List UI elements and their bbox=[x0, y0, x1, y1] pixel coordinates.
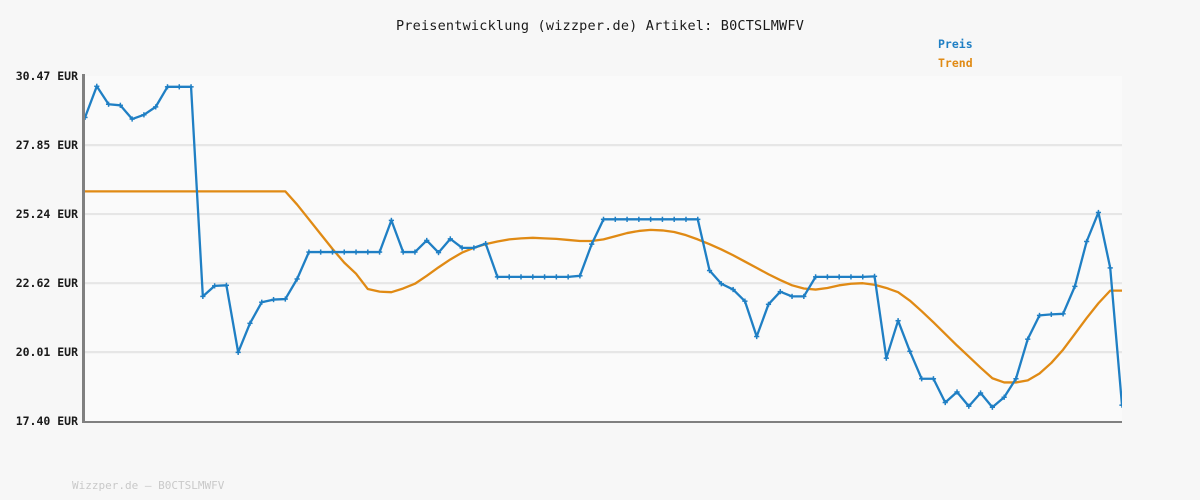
gridlines bbox=[85, 144, 1122, 354]
series-line bbox=[85, 190, 1122, 384]
y-tick-label: 20.01 EUR bbox=[15, 345, 78, 360]
y-tick-label: 25.24 EUR bbox=[15, 207, 78, 222]
chart-legend: Preis Trend bbox=[938, 38, 973, 70]
y-axis-tick-labels: 30.47 EUR 27.85 EUR 25.24 EUR 22.62 EUR 20.0… bbox=[0, 0, 78, 500]
y-tick-label: 27.85 EUR bbox=[15, 138, 78, 153]
legend-item-preis[interactable]: Preis bbox=[938, 37, 973, 51]
data-point-markers bbox=[85, 83, 1122, 410]
plot-area bbox=[85, 76, 1122, 421]
chart-svg bbox=[85, 83, 1122, 410]
page-title: Preisentwicklung (wizzper.de) Artikel: B… bbox=[395, 18, 805, 34]
legend-item-trend[interactable]: Trend bbox=[938, 56, 973, 70]
y-tick-label: 22.62 EUR bbox=[15, 276, 78, 291]
x-axis-line bbox=[82, 420, 1122, 423]
y-tick-label: 30.47 EUR bbox=[15, 69, 78, 83]
series-trend bbox=[85, 190, 1122, 384]
y-axis-line bbox=[82, 74, 85, 423]
series-line bbox=[85, 85, 1122, 409]
watermark-label: Wizzper.de — B0CTSLMWFV bbox=[72, 479, 225, 492]
y-tick-label: 17.40 EUR bbox=[15, 414, 78, 428]
series-preis bbox=[85, 83, 1122, 410]
